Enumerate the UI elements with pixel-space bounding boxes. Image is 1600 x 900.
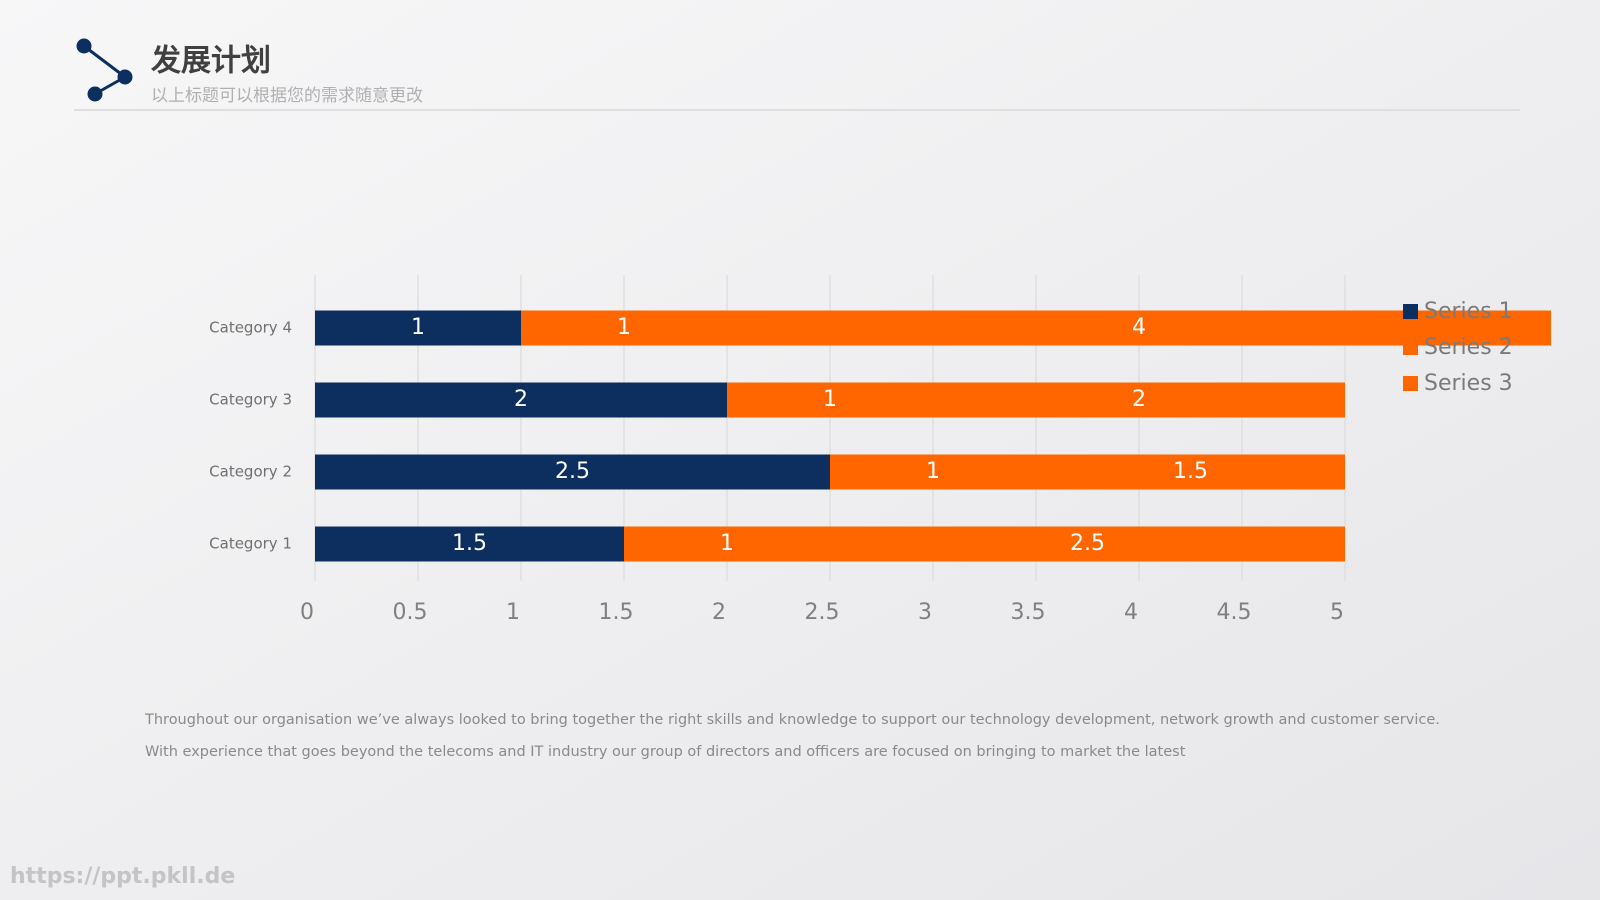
- legend-label: Series 3: [1424, 371, 1513, 396]
- bar-segment: [727, 382, 933, 418]
- header-icon: [76, 38, 133, 102]
- y-tick-label: Category 4: [209, 319, 292, 337]
- bar-segment: [315, 310, 521, 346]
- y-tick-label: Category 3: [209, 391, 292, 409]
- x-tick-label: 1.5: [599, 600, 634, 625]
- body-text: Throughout our organisation we’ve always…: [144, 712, 1440, 728]
- title: 发展计划: [150, 44, 271, 79]
- bar-segment: [830, 454, 1036, 490]
- bar-segment: [315, 454, 830, 490]
- y-tick-label: Category 2: [209, 463, 292, 481]
- x-tick-label: 1: [506, 600, 520, 625]
- x-tick-label: 0.5: [393, 600, 428, 625]
- x-tick-label: 3.5: [1011, 600, 1046, 625]
- bar-segment: [933, 382, 1345, 418]
- legend-swatch: [1403, 376, 1418, 391]
- data-label: 1: [926, 459, 940, 484]
- data-label: 1.5: [452, 531, 487, 556]
- bar-segment: [521, 310, 727, 346]
- x-tick-label: 3: [918, 600, 932, 625]
- x-tick-label: 2.5: [805, 600, 840, 625]
- body-text: With experience that goes beyond the tel…: [145, 744, 1186, 760]
- data-label: 2.5: [1070, 531, 1105, 556]
- bar-segment: [1036, 454, 1345, 490]
- x-tick-label: 0: [300, 600, 314, 625]
- legend-swatch: [1403, 340, 1418, 355]
- x-tick-label: 4.5: [1217, 600, 1252, 625]
- data-label: 1: [720, 531, 734, 556]
- legend-label: Series 2: [1424, 335, 1513, 360]
- data-label: 1: [617, 315, 631, 340]
- bar-segment: [315, 382, 727, 418]
- x-tick-label: 2: [712, 600, 726, 625]
- data-label: 1: [411, 315, 425, 340]
- bar-segment: [624, 526, 830, 562]
- data-label: 2.5: [555, 459, 590, 484]
- x-tick-label: 5: [1330, 600, 1344, 625]
- legend-swatch: [1403, 304, 1418, 319]
- data-label: 4: [1132, 315, 1146, 340]
- bar-segment: [315, 526, 624, 562]
- legend-label: Series 1: [1424, 299, 1513, 324]
- data-label: 1.5: [1173, 459, 1208, 484]
- chart: 0 0.5 1 1.5 2 2.5 3 3.5 4 4.5 5 Category 1 1.5 1 2.5 Ca…: [209, 275, 1551, 625]
- x-tick-label: 4: [1124, 600, 1138, 625]
- data-label: 2: [514, 387, 528, 412]
- data-label: 2: [1132, 387, 1146, 412]
- bar-segment: [830, 526, 1345, 562]
- watermark: https://ppt.pkll.de: [10, 864, 235, 889]
- subtitle: 以上标题可以根据您的需求随意更改: [151, 86, 423, 106]
- data-label: 1: [823, 387, 837, 412]
- y-tick-label: Category 1: [209, 535, 292, 553]
